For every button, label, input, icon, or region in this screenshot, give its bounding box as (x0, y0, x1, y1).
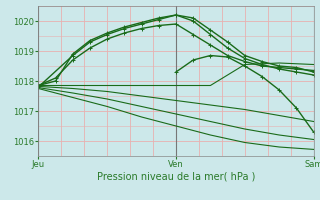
X-axis label: Pression niveau de la mer( hPa ): Pression niveau de la mer( hPa ) (97, 172, 255, 182)
